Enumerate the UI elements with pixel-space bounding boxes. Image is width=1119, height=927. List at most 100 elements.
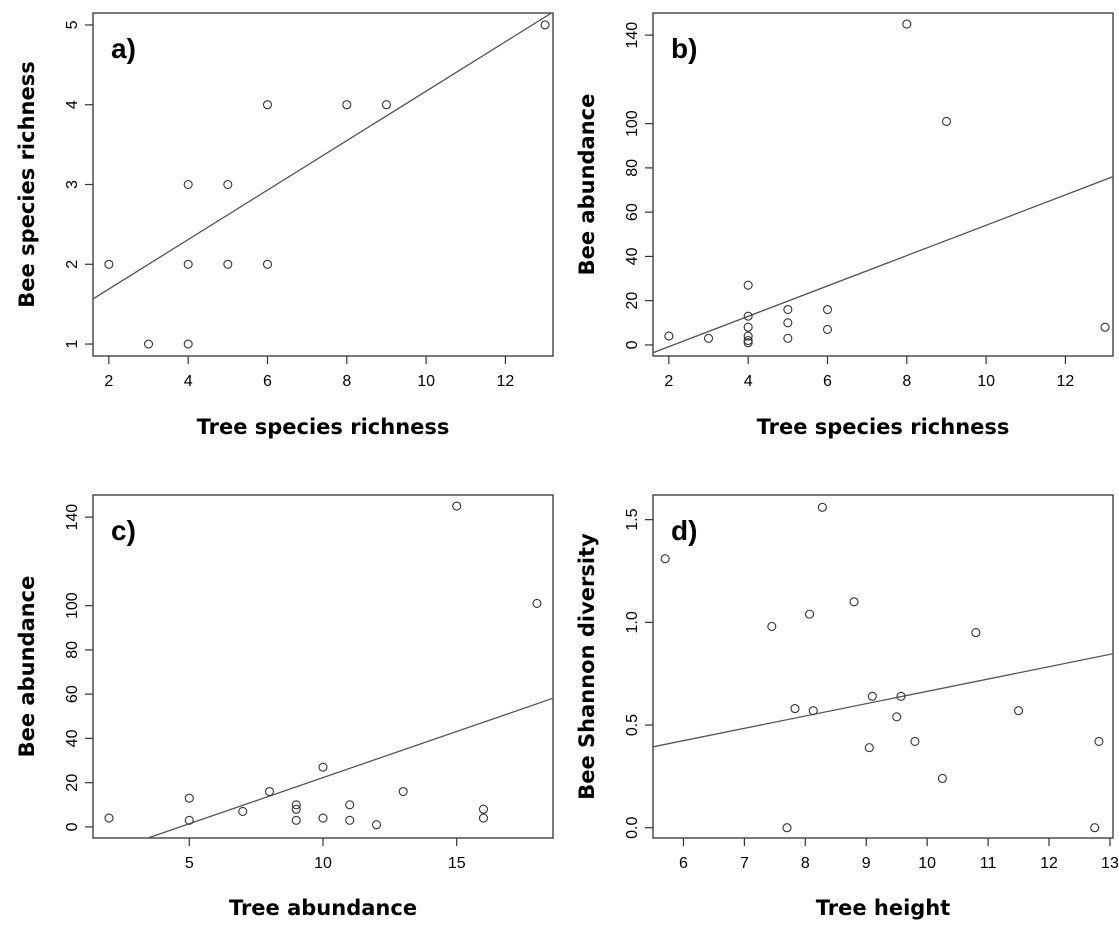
data-point: [660, 554, 670, 564]
data-point: [783, 333, 793, 343]
data-point: [262, 259, 273, 269]
data-point: [104, 259, 114, 269]
data-point: [478, 804, 489, 814]
data-point: [822, 324, 833, 334]
data-point: [452, 501, 462, 511]
data-point: [478, 813, 489, 823]
data-point: [184, 815, 194, 825]
data-point: [817, 502, 827, 512]
y-tick-label: 100: [64, 592, 81, 619]
x-axis-title: Tree abundance: [229, 896, 417, 920]
data-point: [264, 786, 275, 797]
data-point: [767, 621, 777, 631]
data-point: [783, 318, 793, 328]
y-axis-title: Bee Shannon diversity: [575, 533, 599, 800]
x-tick-label: 5: [185, 855, 194, 872]
data-point: [743, 311, 753, 321]
y-tick-label: 20: [64, 774, 81, 792]
x-tick-label: 6: [823, 373, 832, 390]
x-tick-label: 13: [1101, 855, 1119, 872]
data-point: [371, 820, 382, 830]
x-axis-title: Tree species richness: [197, 415, 450, 439]
x-axis-title: Tree species richness: [757, 415, 1010, 439]
data-point: [291, 804, 301, 814]
data-point: [937, 773, 947, 783]
data-point: [1014, 706, 1024, 716]
data-point: [864, 743, 874, 753]
data-point: [892, 712, 902, 722]
panel-label: d): [671, 515, 697, 546]
x-tick-label: 8: [801, 855, 810, 872]
plot-frame: [652, 12, 1114, 357]
panel-label: b): [671, 33, 697, 64]
panel-c: 5 10 15 0 20 40 60 80 100 140 c) Tree abundance Bee …: [15, 494, 554, 920]
x-tick-label: 10: [314, 855, 332, 872]
data-point: [381, 100, 391, 110]
data-point: [540, 20, 550, 30]
x-tick-label: 10: [918, 855, 936, 872]
y-tick-label: 1.0: [624, 611, 641, 633]
x-tick-label: 11: [980, 855, 997, 872]
x-tick-label: 8: [902, 373, 911, 390]
data-point: [910, 736, 920, 747]
data-point: [318, 813, 328, 823]
panel-d: 6 7 8 9 10 11 12 13 0.0 0.5 1.0 1.5 d) Tree height Bee…: [575, 494, 1119, 920]
y-tick-label: 140: [64, 504, 81, 531]
data-point: [743, 335, 753, 346]
x-tick-label: 9: [862, 855, 871, 872]
data-point: [223, 179, 233, 190]
regression-line: [653, 176, 1113, 354]
data-point: [104, 813, 114, 823]
data-point: [291, 800, 301, 810]
y-tick-label: 80: [64, 641, 81, 659]
regression-line: [653, 653, 1113, 748]
x-tick-label: 6: [679, 855, 688, 872]
data-point: [896, 691, 906, 701]
data-point: [223, 259, 233, 269]
y-tick-label: 80: [624, 159, 641, 177]
data-point: [143, 339, 154, 349]
data-point: [318, 762, 328, 772]
y-tick-label: 100: [624, 110, 641, 137]
data-point: [238, 806, 248, 816]
x-axis-title: Tree height: [816, 896, 951, 920]
data-point: [849, 597, 859, 607]
data-point: [822, 304, 833, 315]
data-point: [703, 333, 714, 343]
data-point: [743, 322, 753, 332]
y-axis-title: Bee abundance: [15, 576, 39, 758]
data-point: [743, 331, 753, 341]
y-tick-label: 4: [64, 100, 81, 109]
y-tick-label: 140: [624, 22, 641, 49]
data-point: [941, 116, 951, 126]
x-tick-label: 4: [744, 373, 753, 390]
data-point: [345, 815, 355, 825]
x-tick-label: 4: [184, 373, 193, 390]
data-point: [1090, 823, 1100, 833]
data-point: [184, 793, 194, 803]
y-tick-label: 0.0: [624, 817, 641, 839]
x-tick-label: 12: [1057, 373, 1075, 390]
regression-line: [93, 13, 553, 300]
data-point: [805, 609, 815, 619]
x-tick-label: 2: [104, 373, 113, 390]
data-point: [1100, 322, 1110, 332]
data-point: [902, 19, 912, 29]
y-tick-label: 20: [624, 292, 641, 310]
data-point: [782, 823, 792, 833]
y-tick-label: 40: [624, 247, 641, 265]
y-tick-label: 2: [64, 260, 81, 269]
plot-frame: [92, 494, 554, 839]
x-tick-label: 6: [263, 373, 272, 390]
y-tick-label: 1: [64, 339, 81, 348]
y-tick-label: 60: [624, 203, 641, 221]
data-point: [743, 338, 753, 348]
x-tick-label: 12: [1040, 855, 1058, 872]
plot-frame: [652, 494, 1114, 839]
y-tick-label: 0: [624, 340, 641, 349]
data-point: [183, 259, 193, 269]
panel-label: c): [111, 515, 136, 546]
y-axis-title: Bee abundance: [575, 94, 599, 276]
y-tick-label: 3: [64, 180, 81, 189]
